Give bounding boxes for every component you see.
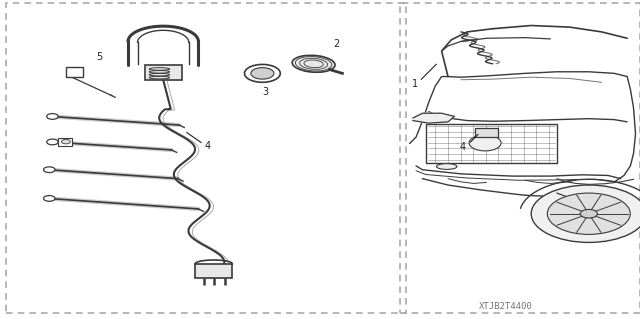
Text: 4: 4 <box>205 141 211 151</box>
Circle shape <box>547 193 630 234</box>
Text: 5: 5 <box>96 52 102 62</box>
Bar <box>475 128 498 137</box>
Bar <box>58 138 72 146</box>
Ellipse shape <box>292 55 335 72</box>
Circle shape <box>44 196 55 201</box>
Bar <box>66 67 83 77</box>
Bar <box>195 264 232 278</box>
Bar <box>145 65 182 80</box>
Text: 4: 4 <box>460 142 466 152</box>
Bar <box>400 3 640 313</box>
Circle shape <box>531 185 640 242</box>
Circle shape <box>244 64 280 82</box>
Text: XTJB2T4400: XTJB2T4400 <box>479 302 532 311</box>
Text: 1: 1 <box>412 78 418 89</box>
Circle shape <box>44 167 55 173</box>
Circle shape <box>47 139 58 145</box>
Bar <box>6 3 406 313</box>
Circle shape <box>47 114 58 119</box>
Circle shape <box>469 135 501 151</box>
Text: 3: 3 <box>262 87 269 97</box>
Circle shape <box>61 139 70 144</box>
Circle shape <box>580 209 598 218</box>
Circle shape <box>251 68 274 79</box>
Polygon shape <box>413 113 454 123</box>
Ellipse shape <box>436 164 457 169</box>
Text: 2: 2 <box>333 40 339 49</box>
